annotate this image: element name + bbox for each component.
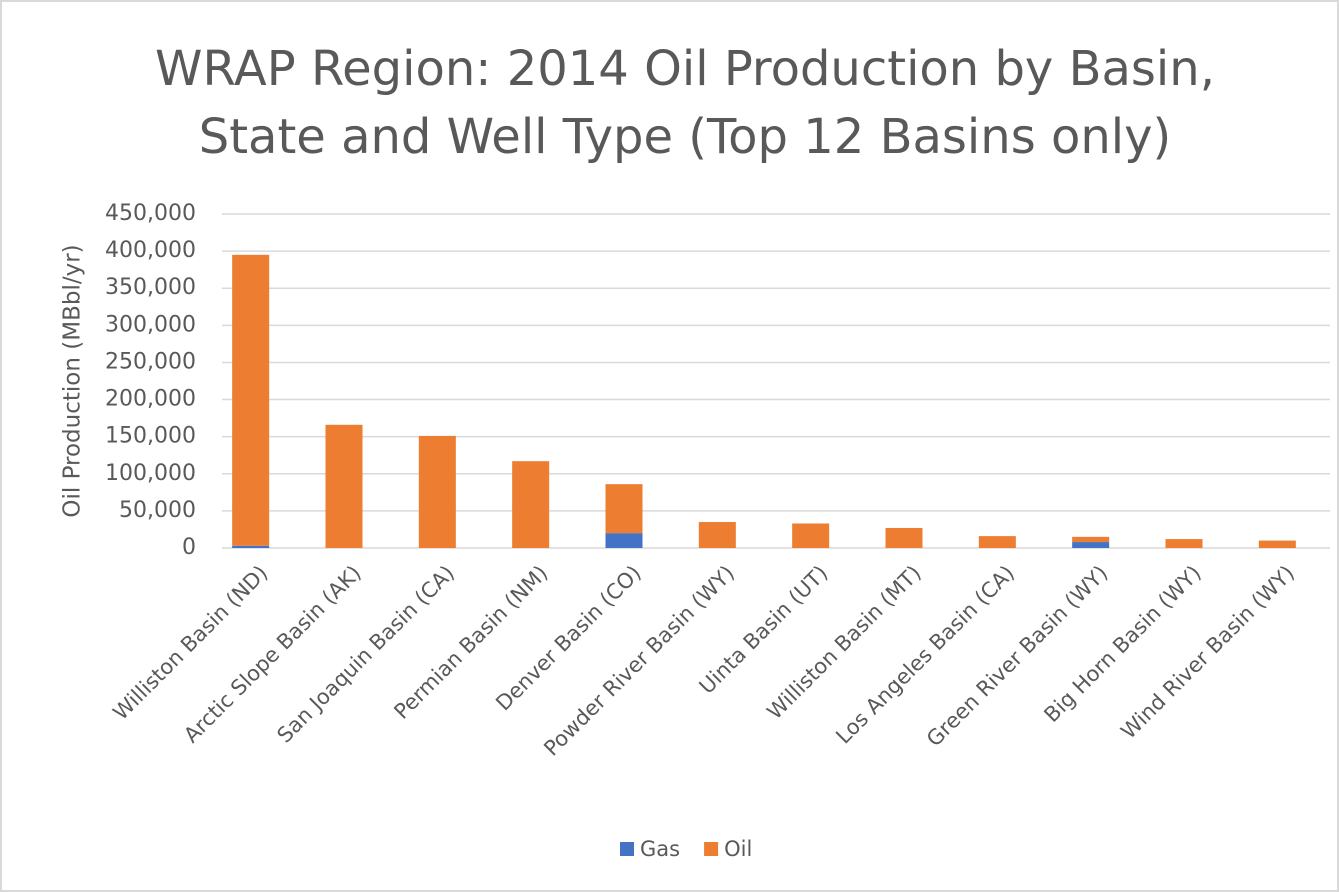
chart-title: WRAP Region: 2014 Oil Production by Basi…: [155, 41, 1215, 97]
y-tick-label: 150,000: [105, 424, 196, 449]
bar-segment: [698, 522, 736, 548]
bar-segment: [232, 254, 270, 546]
y-tick-label: 250,000: [105, 349, 196, 374]
y-tick-label: 450,000: [105, 201, 196, 226]
bar-segment: [792, 523, 830, 548]
legend-swatch: [704, 842, 719, 856]
y-tick-label: 100,000: [105, 461, 196, 486]
y-tick-label: 400,000: [105, 238, 196, 263]
bar-segment: [1258, 540, 1296, 548]
bar-segment: [978, 536, 1016, 548]
bar-segment: [512, 461, 550, 548]
legend-swatch: [620, 842, 634, 856]
bar-segment: [885, 527, 923, 548]
y-tick-label: 200,000: [105, 387, 196, 412]
y-tick-label: 350,000: [105, 275, 196, 300]
bar-segment: [605, 484, 643, 534]
y-tick-label: 50,000: [119, 498, 196, 523]
bar-segment: [1072, 542, 1110, 548]
y-axis-label: Oil Production (MBbl/yr): [60, 244, 86, 517]
bar-segment: [1165, 539, 1203, 548]
bar-segment: [605, 533, 643, 548]
bar-segment: [325, 424, 363, 548]
bar-segment: [418, 435, 456, 548]
legend-label: Gas: [640, 837, 680, 861]
chart-title: State and Well Type (Top 12 Basins only): [199, 109, 1171, 165]
y-tick-label: 0: [182, 535, 196, 560]
y-tick-label: 300,000: [105, 312, 196, 337]
bar-segment: [1072, 536, 1110, 543]
bar-segment: [232, 545, 270, 548]
legend-label: Oil: [724, 837, 752, 861]
